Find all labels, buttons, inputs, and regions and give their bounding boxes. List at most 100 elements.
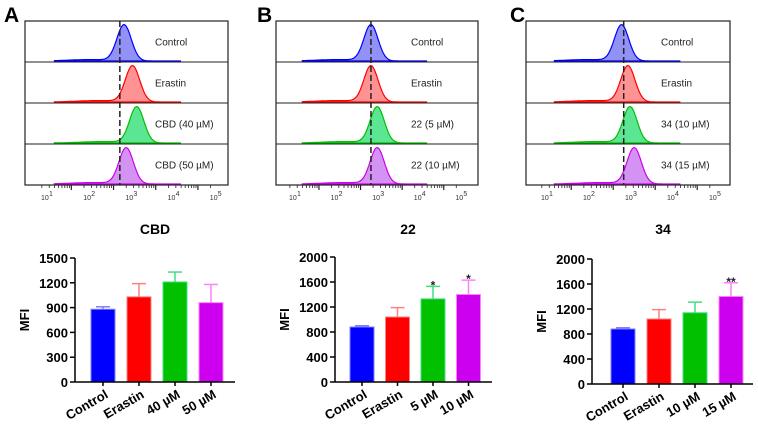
x-tick-label: 10 (168, 195, 176, 202)
y-tick-label: 1500 (39, 251, 68, 266)
histogram-curve (301, 105, 428, 144)
x-tick-exponent: 3 (133, 191, 137, 198)
histogram-row-label: 22 (5 µM) (411, 120, 454, 131)
histogram-row-label: CBD (40 µM) (155, 120, 214, 131)
x-category-label: Control (322, 387, 370, 423)
x-category-label: Erastin (359, 387, 405, 422)
y-tick-label: 2000 (299, 250, 328, 265)
x-tick-exponent: 2 (339, 191, 343, 198)
y-axis-label: MFI (534, 310, 549, 332)
y-tick-label: 1200 (299, 300, 328, 315)
histogram-row-label: Erastin (411, 79, 442, 90)
x-tick-exponent: 4 (422, 191, 426, 198)
panel-letter-b: B (257, 4, 272, 27)
x-tick-exponent: 3 (380, 191, 384, 198)
histogram-curve (553, 146, 681, 185)
x-category-label: Erastin (101, 387, 147, 422)
histogram-row-label: 34 (10 µM) (661, 120, 710, 131)
histogram-curve (553, 23, 681, 62)
panel-letter-a: A (4, 4, 19, 27)
y-tick-label: 900 (46, 301, 68, 316)
x-category-label: Erastin (621, 389, 667, 424)
x-tick-exponent: 1 (49, 191, 53, 198)
histogram-row-label: 22 (10 µM) (411, 161, 460, 172)
x-category-label: 15 µM (699, 389, 738, 420)
y-tick-label: 0 (578, 377, 585, 392)
x-tick-label: 10 (41, 195, 49, 202)
significance-marker: * (466, 272, 471, 286)
bar (385, 316, 410, 383)
x-category-label: 50 µM (179, 387, 218, 418)
bar (126, 296, 152, 383)
x-category-label: 40 µM (143, 387, 182, 418)
significance-marker: ** (726, 275, 736, 289)
histogram-curve (553, 105, 681, 144)
x-tick-label: 10 (455, 195, 463, 202)
x-tick-label: 10 (667, 195, 675, 202)
bar (646, 318, 672, 385)
y-axis-label: MFI (277, 308, 292, 330)
y-tick-label: 1200 (556, 302, 585, 317)
x-tick-label: 10 (583, 195, 591, 202)
x-tick-label: 10 (709, 195, 717, 202)
significance-marker: * (431, 278, 436, 292)
histogram-curve (553, 64, 681, 103)
x-tick-label: 10 (541, 195, 549, 202)
histogram-row-label: Control (661, 38, 693, 49)
histogram-curve (53, 64, 182, 103)
x-category-label: Control (63, 387, 111, 423)
y-tick-label: 300 (46, 350, 68, 365)
bar (456, 294, 481, 383)
histogram-row-label: CBD (50 µM) (155, 161, 214, 172)
y-tick-label: 1600 (556, 277, 585, 292)
histogram-row-label: 34 (15 µM) (661, 161, 710, 172)
histogram-frame (275, 20, 479, 186)
x-tick-exponent: 4 (675, 191, 679, 198)
bar (198, 302, 224, 383)
histogram-row-label: Erastin (661, 79, 692, 90)
histogram-row-label: Control (155, 38, 187, 49)
bar (349, 326, 375, 383)
y-tick-label: 0 (321, 375, 328, 390)
histogram-curve (301, 23, 428, 62)
y-tick-label: 2000 (556, 252, 585, 267)
histogram-row-label: Control (411, 38, 443, 49)
x-category-label: 10 µM (437, 387, 476, 418)
bar-chart-title: CBD (140, 221, 170, 237)
histogram-curve (53, 105, 182, 144)
bar-chart-title: 22 (400, 221, 416, 237)
y-tick-label: 800 (306, 325, 328, 340)
bar-chart-title: 34 (655, 221, 671, 237)
bar (682, 312, 708, 385)
y-axis-label: MFI (17, 309, 32, 331)
x-tick-exponent: 3 (633, 191, 637, 198)
bar (718, 296, 744, 385)
x-tick-label: 10 (372, 195, 380, 202)
histogram-row-label: Erastin (155, 79, 186, 90)
x-tick-exponent: 1 (549, 191, 553, 198)
x-tick-label: 10 (331, 195, 339, 202)
y-tick-label: 1200 (39, 276, 68, 291)
x-tick-label: 10 (289, 195, 297, 202)
x-tick-label: 10 (125, 195, 133, 202)
x-tick-exponent: 5 (463, 191, 467, 198)
histogram-curve (53, 146, 182, 185)
x-tick-exponent: 1 (297, 191, 301, 198)
x-tick-label: 10 (210, 195, 218, 202)
x-tick-exponent: 2 (91, 191, 95, 198)
y-tick-label: 600 (46, 325, 68, 340)
x-tick-exponent: 5 (218, 191, 222, 198)
histogram-curve (301, 146, 428, 185)
y-tick-label: 1600 (299, 275, 328, 290)
y-tick-label: 400 (306, 350, 328, 365)
y-tick-label: 800 (563, 327, 585, 342)
histogram-curve (301, 64, 428, 103)
x-tick-exponent: 4 (176, 191, 180, 198)
histogram-curve (53, 23, 182, 62)
x-tick-exponent: 5 (717, 191, 721, 198)
y-tick-label: 0 (61, 375, 68, 390)
x-category-label: Control (583, 389, 631, 425)
y-tick-label: 400 (563, 352, 585, 367)
x-tick-exponent: 2 (591, 191, 595, 198)
